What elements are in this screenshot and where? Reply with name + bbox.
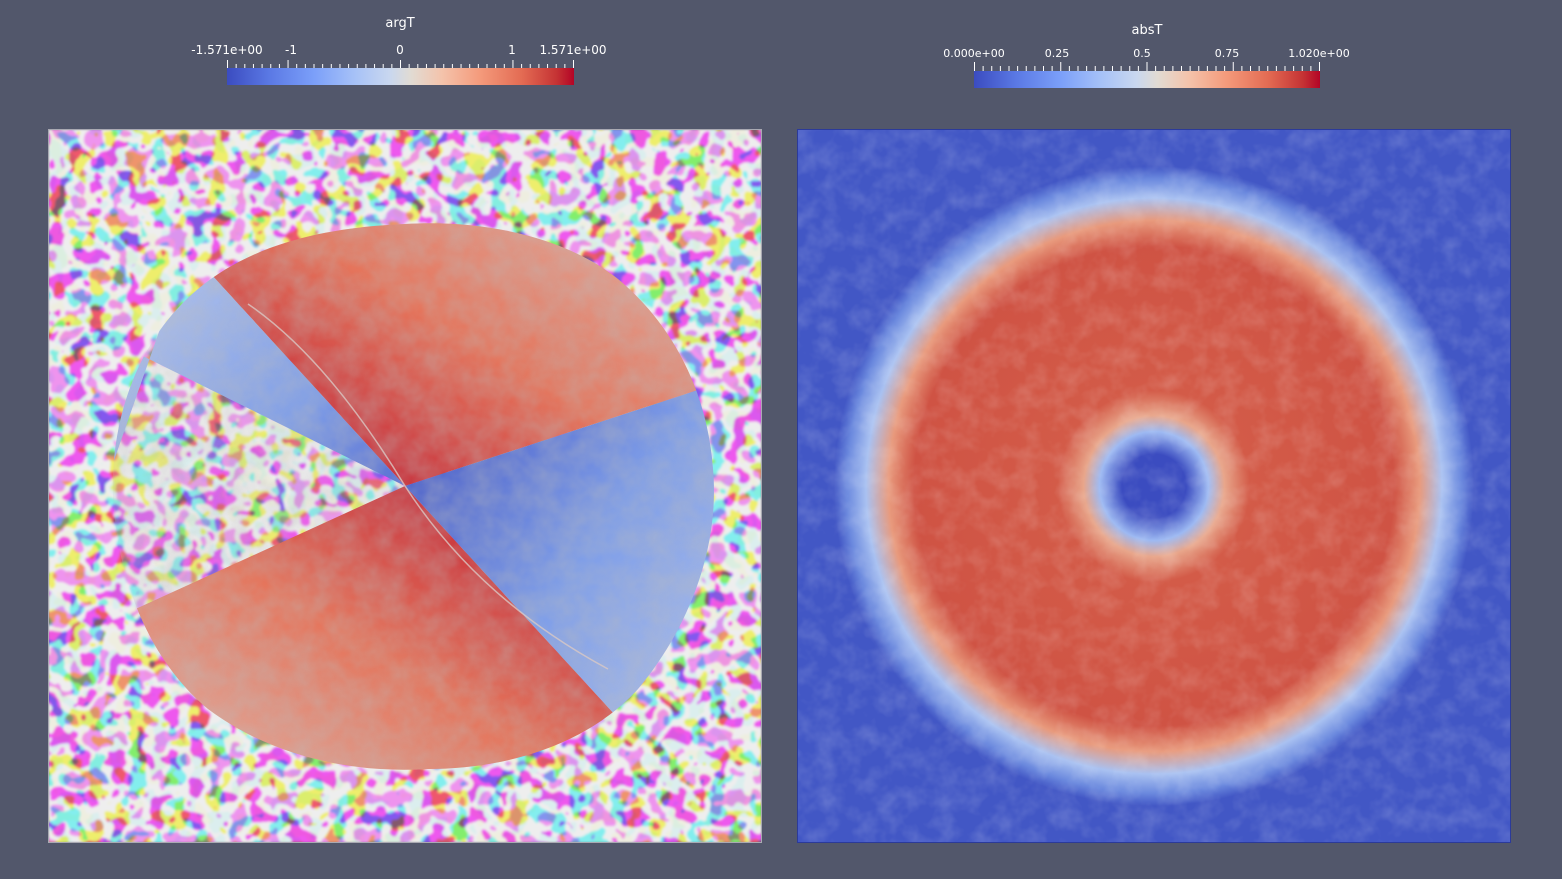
absT-label-q3: 0.75 xyxy=(1214,47,1240,60)
absT-label-q1: 0.25 xyxy=(1044,47,1070,60)
absT-panel-border xyxy=(797,129,1511,843)
absT-label-mid: 0.5 xyxy=(1133,47,1151,60)
argT-panel-border xyxy=(48,129,762,843)
argT-label-neg1: -1 xyxy=(285,43,297,57)
absT-colorbar-gradient xyxy=(974,71,1320,88)
argT-label-zero: 0 xyxy=(396,43,404,57)
absT-colorbar: absT 0.000e+00 0.25 0.5 0.75 1.020e+00 xyxy=(781,0,1562,100)
absT-label-min: 0.000e+00 xyxy=(943,47,1005,60)
argT-colorbar: argT -1.571e+00 -1 0 1 1.571e+00 xyxy=(0,0,781,100)
argT-label-min: -1.571e+00 xyxy=(191,43,263,57)
absT-render-panel[interactable] xyxy=(797,129,1511,843)
argT-render-panel[interactable] xyxy=(48,129,762,843)
argT-label-max: 1.571e+00 xyxy=(539,43,607,57)
argT-phase-branch-cut xyxy=(247,303,609,670)
argT-field-image xyxy=(48,129,762,843)
absT-noise-overlay xyxy=(797,129,1511,843)
absT-field-image xyxy=(797,129,1511,843)
argT-label-pos1: 1 xyxy=(508,43,516,57)
absT-colorbar-title: absT xyxy=(1131,23,1163,38)
absT-label-max: 1.020e+00 xyxy=(1288,47,1350,60)
argT-colorbar-gradient xyxy=(227,68,574,85)
argT-colorbar-title: argT xyxy=(385,16,415,31)
